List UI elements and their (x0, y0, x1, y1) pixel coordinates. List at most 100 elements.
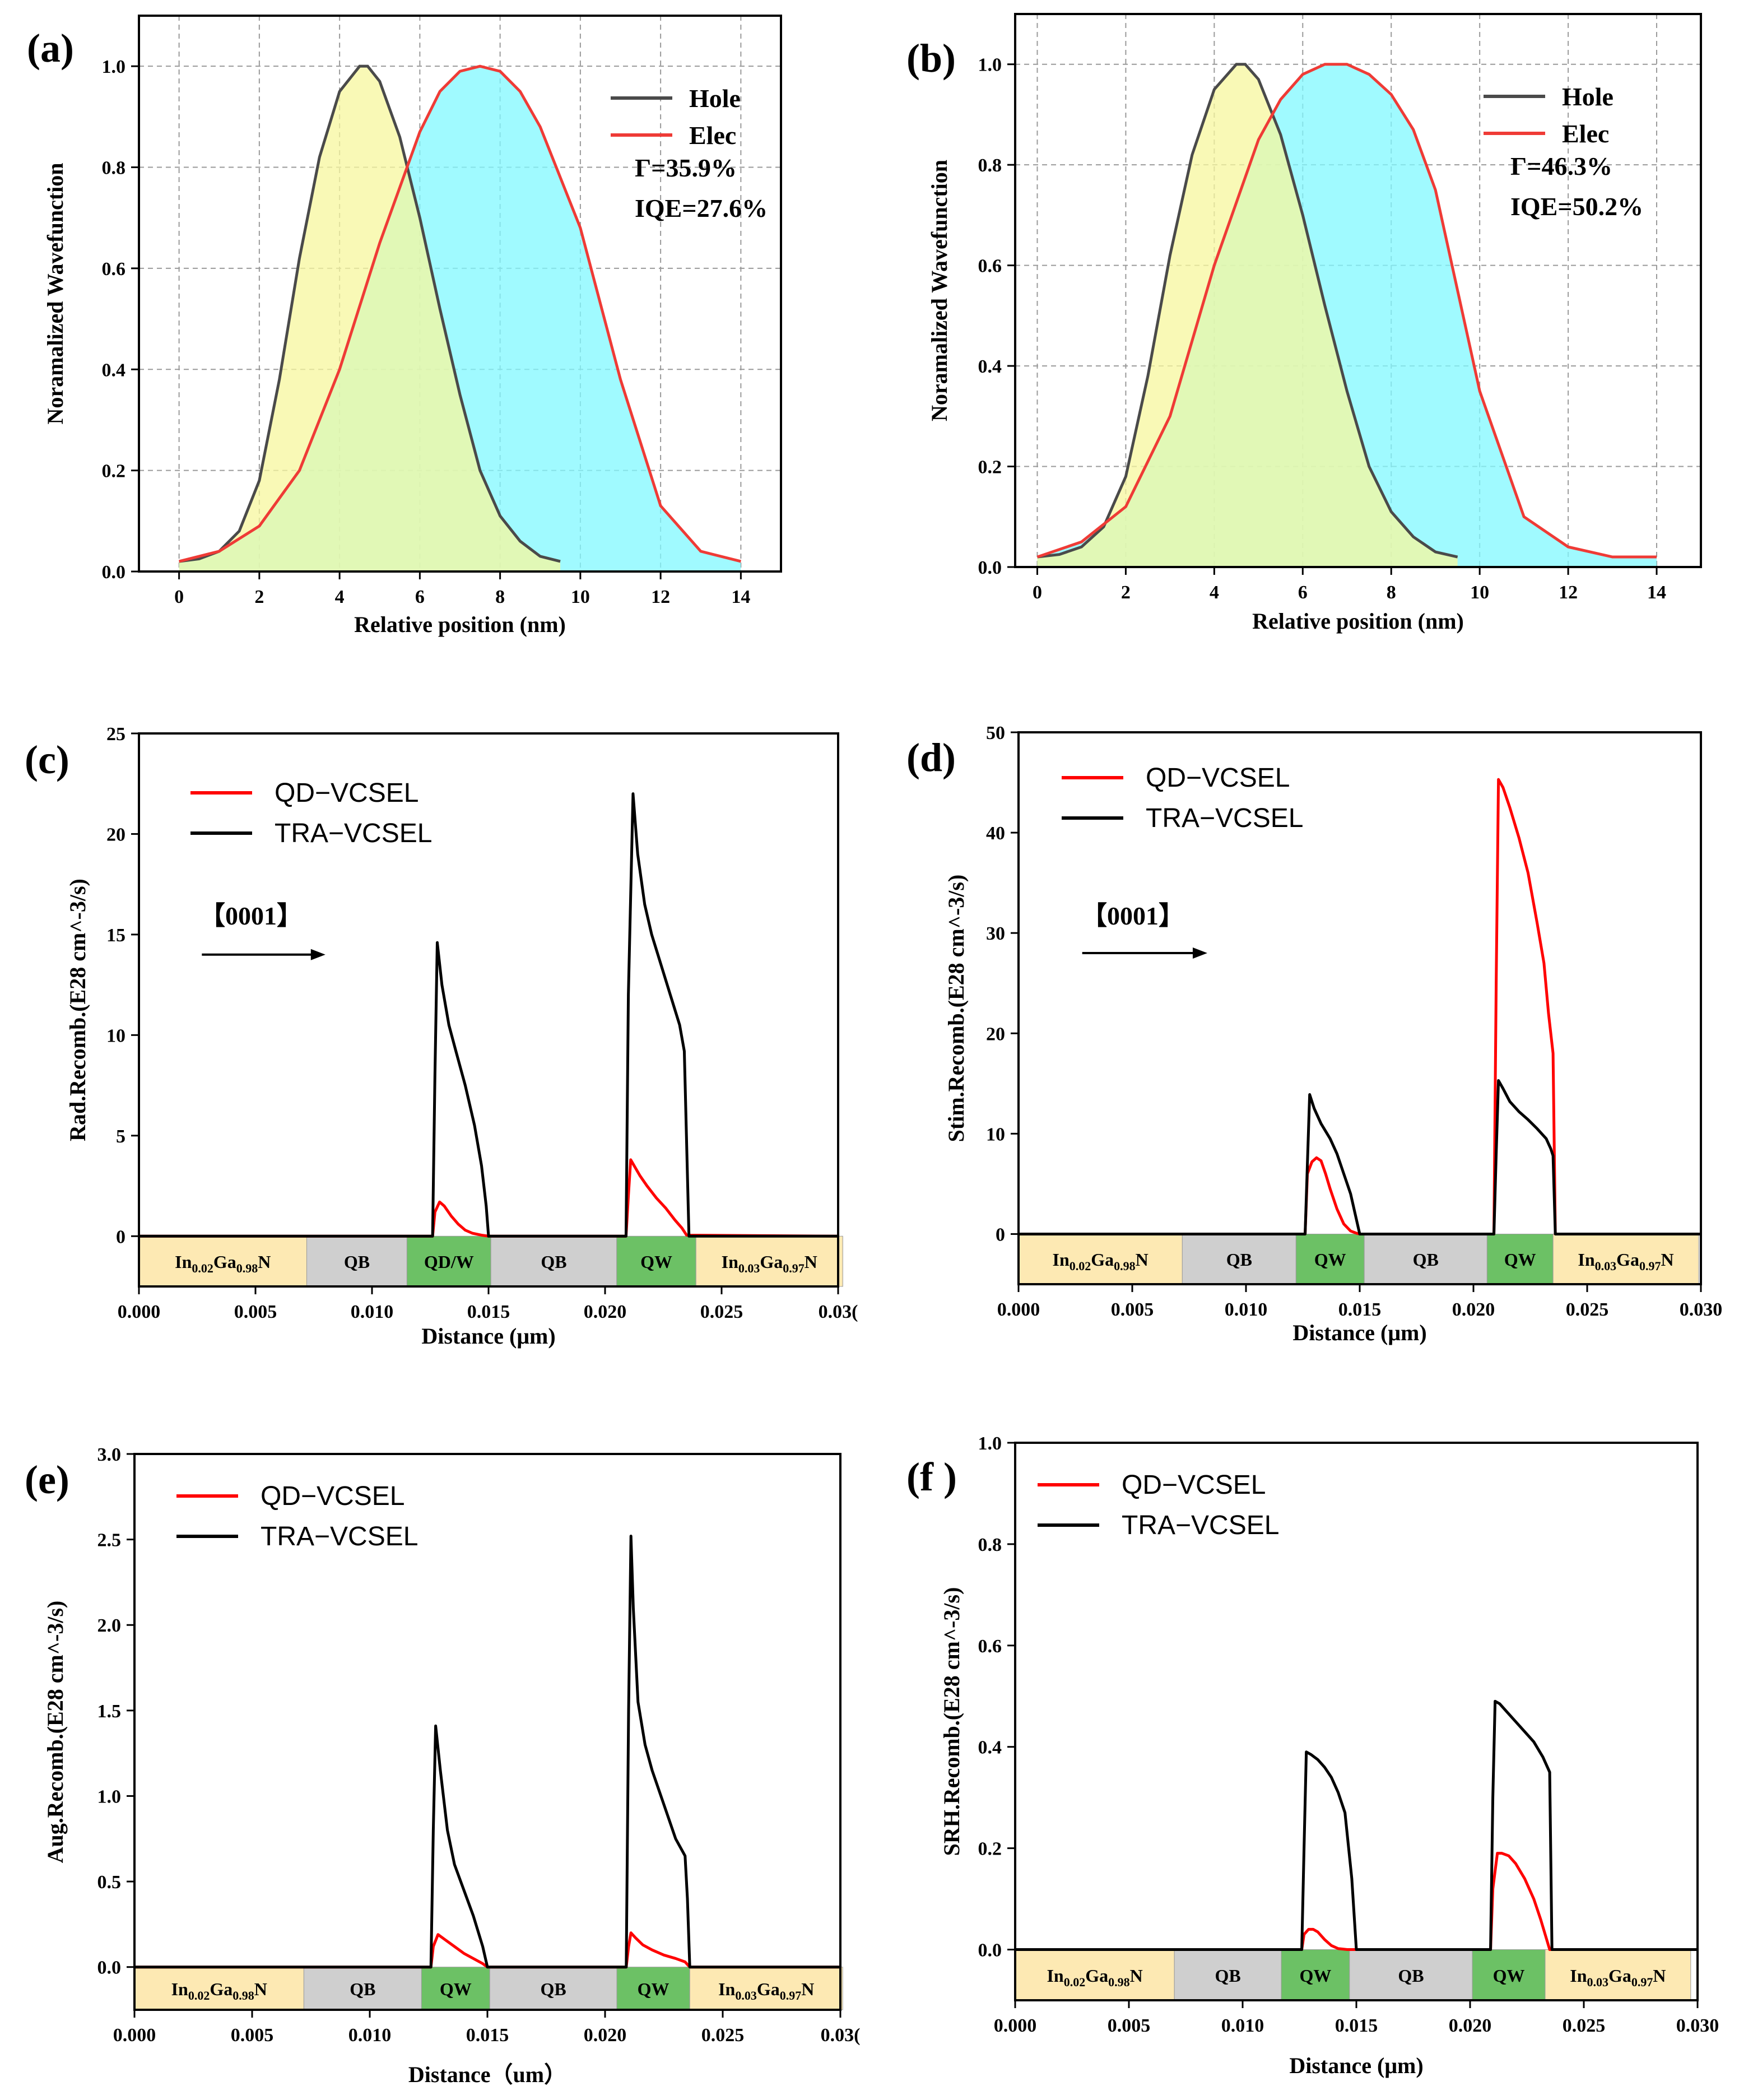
y-tick-label: 50 (986, 723, 1005, 744)
legend-label: TRA−VCSEL (275, 819, 432, 848)
x-tick-label: 0.010 (351, 1302, 394, 1322)
layer-block (1174, 1949, 1282, 2001)
layer-block (1349, 1949, 1473, 2001)
panel-a: 0 2 4 6 8 10 12 14 0.0 0.2 0.4 0.6 0.8 1.0 Relative po… (27, 15, 782, 637)
panel-label: (b) (906, 36, 956, 81)
series-hole-area (1037, 64, 1458, 567)
series-tra-vcsel-line (1019, 1079, 1701, 1235)
x-tick-label: 0.010 (348, 2025, 392, 2046)
series-hole-line (1037, 63, 1458, 559)
x-tick-label: 0.015 (467, 1302, 510, 1322)
x-tick-label: 10 (571, 587, 590, 607)
series-hole-area (179, 66, 561, 572)
layer-label: QB (1226, 1249, 1252, 1270)
x-tick-label: 0.015 (1335, 2015, 1378, 2036)
y-tick-label: 0.8 (102, 158, 126, 179)
plot-area (1019, 732, 1701, 1284)
y-tick-label: 0.6 (102, 259, 126, 280)
x-tick-label: 0.025 (700, 1302, 743, 1322)
x-tick-label: 0.025 (1566, 1299, 1609, 1320)
y-axis-title: Aug.Recomb.(E28 cm^-3/s) (43, 1601, 68, 1864)
panel-c: In0.02Ga0.98N QB QD/W QB QW In0.03Ga0.97N 0.00… (25, 724, 858, 1349)
y-tick-label: 1.0 (102, 57, 126, 77)
layer-block (695, 1235, 843, 1287)
y-tick-label: 0.0 (97, 1958, 122, 1978)
y-tick-label: 0 (996, 1224, 1005, 1245)
x-tick-label: 0.025 (701, 2025, 745, 2046)
y-tick-label: 0.8 (978, 155, 1002, 176)
plot-frame (138, 15, 782, 573)
layer-block (1015, 1949, 1175, 2001)
layer-block (1552, 1233, 1699, 1285)
series-elec-line (1036, 63, 1657, 559)
layer-label: In0.02Ga0.98N (171, 1979, 267, 2003)
x-tick-label: 4 (1210, 582, 1219, 603)
layer-label: QB (1413, 1249, 1439, 1270)
y-tick-label: 1.0 (978, 1433, 1002, 1454)
x-tick-label: 4 (335, 587, 345, 607)
direction-arrowhead (310, 949, 326, 960)
layer-label: QB (344, 1252, 370, 1272)
x-tick-label: 0.005 (1111, 1299, 1154, 1320)
x-tick-label: 0.000 (113, 2025, 156, 2046)
direction-arrowhead (1192, 947, 1207, 959)
x-tick-label: 14 (1647, 582, 1666, 603)
panel-b: 0 2 4 6 8 10 12 14 0.0 0.2 0.4 0.6 0.8 1.0 Relative po… (906, 13, 1702, 634)
y-axis-title: Rad.Recomb.(E28 cm^-3/s) (65, 879, 90, 1141)
x-tick-label: 0.025 (1563, 2015, 1606, 2036)
legend-label: TRA−VCSEL (1146, 803, 1303, 833)
layer-block (616, 1967, 690, 2010)
layer-label: In0.03Ga0.97N (1578, 1249, 1673, 1273)
layer-block (306, 1235, 407, 1287)
layer-label: QW (1504, 1249, 1536, 1270)
legend-label: TRA−VCSEL (261, 1522, 418, 1551)
x-tick-label: 6 (1298, 582, 1308, 603)
x-axis-title: Relative position (nm) (1252, 608, 1464, 634)
layer-label: QB (1215, 1966, 1240, 1986)
x-tick-label: 0 (174, 587, 184, 607)
y-tick-label: 0.2 (102, 461, 126, 482)
direction-label: 【0001】 (1081, 902, 1184, 930)
layer-label: QB (350, 1979, 375, 1999)
y-axis-title: Noramalized Wavefunction (927, 160, 952, 421)
layer-block (134, 1967, 304, 2010)
panel-label: (d) (906, 735, 956, 780)
layer-label: QD/W (424, 1252, 474, 1272)
layer-block (490, 1235, 617, 1287)
x-tick-label: 0.005 (1108, 2015, 1151, 2036)
plot-frame (1014, 13, 1702, 568)
annotation-text: Γ=35.9% (635, 154, 737, 182)
series-hole-line (179, 64, 561, 563)
x-tick-label: 0.000 (994, 2015, 1037, 2036)
panel-label: (a) (27, 26, 74, 71)
x-tick-label: 0.020 (584, 1302, 627, 1322)
x-tick-label: 0.03( (821, 2025, 861, 2046)
x-tick-label: 0.020 (1452, 1299, 1495, 1320)
legend-label: QD−VCSEL (261, 1481, 404, 1511)
x-tick-label: 0.020 (1449, 2015, 1492, 2036)
x-axis-title: Distance（um） (408, 2062, 566, 2087)
layer-block (616, 1235, 696, 1287)
x-tick-label: 2 (1121, 582, 1131, 603)
series-tra-vcsel-line (1015, 1699, 1698, 1952)
x-axis-title: Relative position (nm) (354, 612, 566, 637)
layer-block (1472, 1949, 1546, 2001)
x-tick-label: 10 (1470, 582, 1489, 603)
layer-label: In0.03Ga0.97N (1570, 1966, 1666, 1989)
layer-label: QB (540, 1979, 566, 1999)
y-tick-label: 0.8 (978, 1535, 1002, 1555)
x-tick-label: 0.030 (1680, 1299, 1723, 1320)
x-axis-title: Distance (μm) (1292, 1320, 1426, 1345)
y-tick-label: 1.0 (978, 55, 1002, 76)
y-tick-label: 1.5 (97, 1701, 122, 1722)
x-tick-label: 2 (254, 587, 264, 607)
x-tick-label: 0.030 (1676, 2015, 1719, 2036)
legend-label: TRA−VCSEL (1122, 1511, 1279, 1540)
y-tick-label: 2.0 (97, 1615, 122, 1636)
legend-label: QD−VCSEL (275, 778, 419, 808)
layer-label: QW (638, 1979, 669, 1999)
x-tick-label: 12 (1559, 582, 1578, 603)
annotation-text: IQE=27.6% (635, 194, 768, 222)
plot-area (139, 733, 838, 1286)
